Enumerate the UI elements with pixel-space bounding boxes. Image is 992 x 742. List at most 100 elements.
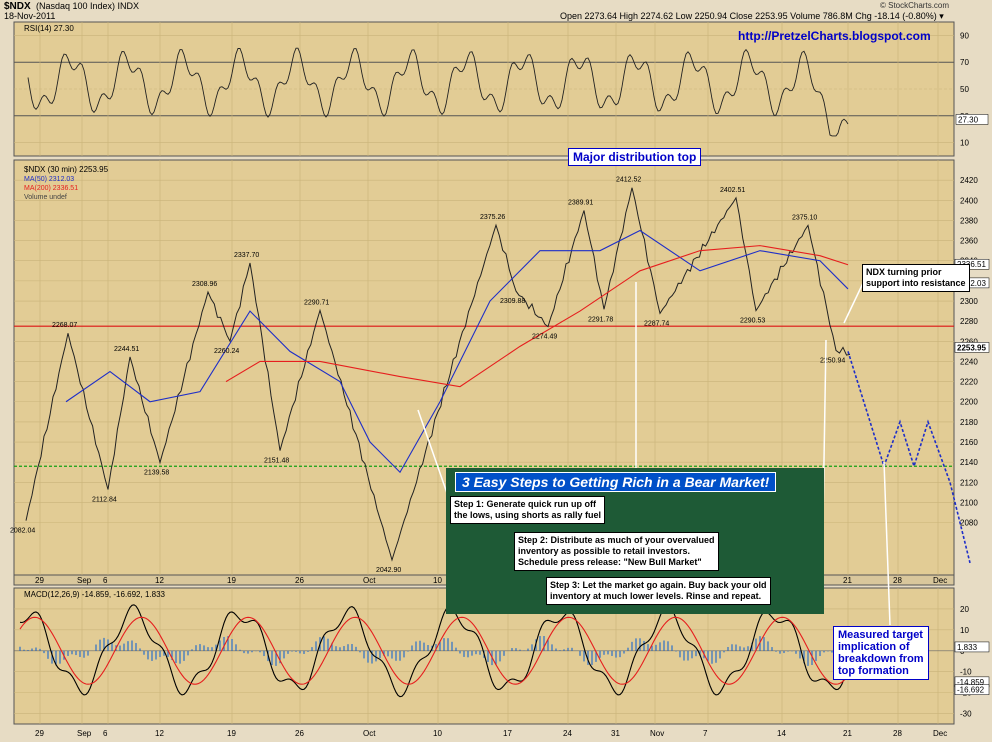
x-tick-label-bottom: Nov — [650, 729, 664, 738]
macd-last-box — [954, 684, 990, 695]
price-tick-label: 2200 — [960, 398, 978, 407]
x-tick-label-bottom: 26 — [295, 729, 304, 738]
step2-note: Step 2: Distribute as much of your overv… — [514, 532, 719, 571]
x-tick-label-bottom: 31 — [611, 729, 620, 738]
macd-tick-label: -10 — [960, 668, 972, 677]
x-tick-label-bottom: 7 — [703, 729, 708, 738]
turning-line: support into resistance — [866, 278, 966, 288]
price-tick-label: 2260 — [960, 337, 978, 346]
pivot-label: 2139.58 — [144, 470, 169, 477]
x-tick-label-mid: Dec — [933, 576, 947, 585]
step2-line: Schedule press release: "New Bull Market… — [518, 557, 702, 567]
pivot-label: 2151.48 — [264, 458, 289, 465]
pivot-label: 2250.94 — [820, 357, 845, 364]
macd-signal-line — [19, 616, 849, 685]
price-last-label: 2336.51 — [957, 260, 986, 269]
target-line: implication of — [838, 641, 910, 653]
x-tick-label-mid: 10 — [433, 576, 442, 585]
x-tick-label-bottom: Dec — [933, 729, 947, 738]
x-tick-label-mid: 19 — [227, 576, 236, 585]
price-tick-label: 2380 — [960, 216, 978, 225]
target-line: top formation — [838, 665, 909, 677]
step1-note: Step 1: Generate quick run up off the lo… — [450, 496, 606, 524]
ma200-legend: MA(200) 2336.51 — [24, 185, 78, 192]
x-tick-label-bottom: 21 — [843, 729, 852, 738]
rsi-line-group — [27, 47, 849, 137]
target-line: breakdown from — [838, 653, 924, 665]
price-tick-label: 2400 — [960, 196, 978, 205]
pivot-label: 2412.52 — [616, 177, 641, 184]
rsi-tick-label: 90 — [960, 31, 969, 40]
price-series-line — [25, 187, 851, 562]
macd-group — [19, 604, 849, 698]
pivot-label: 2402.51 — [720, 187, 745, 194]
rsi-tick-label: 70 — [960, 58, 969, 67]
macd-legend: MACD(12,26,9) -14.859, -16.692, 1.833 — [24, 590, 166, 599]
volume-legend: Volume undef — [24, 194, 67, 201]
step2-line: Step 2: Distribute as much of your overv… — [518, 535, 715, 545]
pivot-label: 2112.84 — [92, 497, 117, 504]
step2-line: inventory as possible to retail investor… — [518, 546, 691, 556]
step3-line: Step 3: Let the market go again. Buy bac… — [550, 580, 767, 590]
brand-label: © StockCharts.com — [880, 1, 950, 10]
pivot-label: 2308.96 — [192, 281, 217, 288]
pivot-label: 2309.88 — [500, 298, 525, 305]
pivot-label: 2260.24 — [214, 348, 239, 355]
x-tick-label-bottom: 10 — [433, 729, 442, 738]
price-tick-label: 2080 — [960, 519, 978, 528]
x-tick-label-bottom: 19 — [227, 729, 236, 738]
pivot-label: 2287.74 — [644, 320, 669, 327]
price-tick-label: 2120 — [960, 478, 978, 487]
steps-title: 3 Easy Steps to Getting Rich in a Bear M… — [455, 472, 777, 492]
price-tick-label: 2140 — [960, 458, 978, 467]
x-tick-label-bottom: 24 — [563, 729, 572, 738]
pivot-label: 2291.78 — [588, 316, 613, 323]
step3-line: inventory at much lower levels. Rinse an… — [550, 591, 762, 601]
target-line: Measured target — [838, 629, 923, 641]
x-tick-label-mid: 6 — [103, 576, 108, 585]
rsi-tick-label: 10 — [960, 139, 969, 148]
rsi-last-box — [955, 114, 989, 125]
macd-tick-label: -30 — [960, 710, 972, 719]
x-tick-label-mid: Oct — [363, 576, 376, 585]
macd-tick-label: 10 — [960, 626, 969, 635]
price-tick-label: 2240 — [960, 357, 978, 366]
blog-url[interactable]: http://PretzelCharts.blogspot.com — [738, 29, 931, 43]
quote-summary: Open 2273.64 High 2274.62 Low 2250.94 Cl… — [560, 11, 944, 21]
x-tick-label-mid: 26 — [295, 576, 304, 585]
x-tick-label-mid: 21 — [843, 576, 852, 585]
pivot-label: 2042.90 — [376, 567, 401, 574]
price-last-box — [954, 342, 990, 353]
price-tick-label: 2180 — [960, 418, 978, 427]
pivot-label: 2244.51 — [114, 346, 139, 353]
step1-line: the lows, using shorts as rally fuel — [454, 510, 602, 520]
rsi-tick-label: 50 — [960, 85, 969, 94]
turning-note: NDX turning prior support into resistanc… — [862, 264, 970, 292]
pivot-label: 2082.04 — [10, 528, 35, 535]
x-tick-label-bottom: 12 — [155, 729, 164, 738]
turning-callout-line — [843, 280, 865, 324]
pivot-label: 2268.07 — [52, 322, 77, 329]
pivot-label: 2290.53 — [740, 318, 765, 325]
price-tick-label: 2420 — [960, 176, 978, 185]
target-callout-line — [883, 461, 891, 626]
pivot-label: 2389.91 — [568, 199, 593, 206]
step3-note: Step 3: Let the market go again. Buy bac… — [546, 577, 771, 605]
rsi-line — [27, 47, 849, 137]
x-tick-label-mid: Sep — [77, 576, 92, 585]
x-tick-label-bottom: Oct — [363, 729, 376, 738]
pivot-label: 2337.70 — [234, 252, 259, 259]
x-tick-label-bottom: 17 — [503, 729, 512, 738]
macd-last-label: 1.833 — [957, 643, 978, 652]
macd-tick-label: 20 — [960, 605, 969, 614]
ma50-legend: MA(50) 2312.03 — [24, 176, 74, 183]
price-tick-label: 2300 — [960, 297, 978, 306]
chart-symbol: $NDX — [4, 1, 31, 12]
x-tick-label-bottom: Sep — [77, 729, 92, 738]
chart-date: 18-Nov-2011 — [4, 11, 56, 21]
price-tick-label: 2160 — [960, 438, 978, 447]
price-tick-label: 2360 — [960, 237, 978, 246]
pivot-label: 2274.49 — [532, 334, 557, 341]
pivot-label: 2375.10 — [792, 214, 817, 221]
price-tick-label: 2100 — [960, 498, 978, 507]
